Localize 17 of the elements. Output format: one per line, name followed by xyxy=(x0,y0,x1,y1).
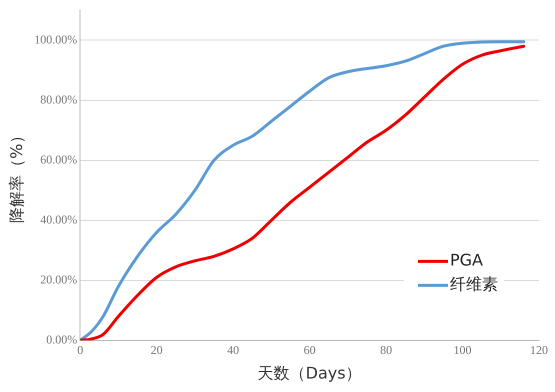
legend-label: PGA xyxy=(450,250,484,270)
x-tick-label: 100 xyxy=(454,342,472,357)
y-tick-label: 80.00% xyxy=(40,92,78,106)
x-tick-label: 0 xyxy=(77,342,84,357)
y-tick-label: 20.00% xyxy=(40,272,78,287)
legend-label: 纤维素 xyxy=(450,274,498,294)
x-tick-label: 60 xyxy=(304,342,316,357)
y-tick-label: 60.00% xyxy=(40,152,78,166)
x-tick-label: 120 xyxy=(530,342,548,357)
y-tick-label: 100.00% xyxy=(34,32,78,46)
x-axis-title: 天数（Days） xyxy=(258,364,362,383)
x-tick-label: 20 xyxy=(150,342,163,357)
y-axis-title: 降解率（%） xyxy=(6,128,26,223)
x-tick-label: 80 xyxy=(380,342,392,357)
y-tick-label: 40.00% xyxy=(40,212,78,226)
y-tick-label: 0.00% xyxy=(46,332,78,347)
x-tick-label: 40 xyxy=(227,342,240,357)
